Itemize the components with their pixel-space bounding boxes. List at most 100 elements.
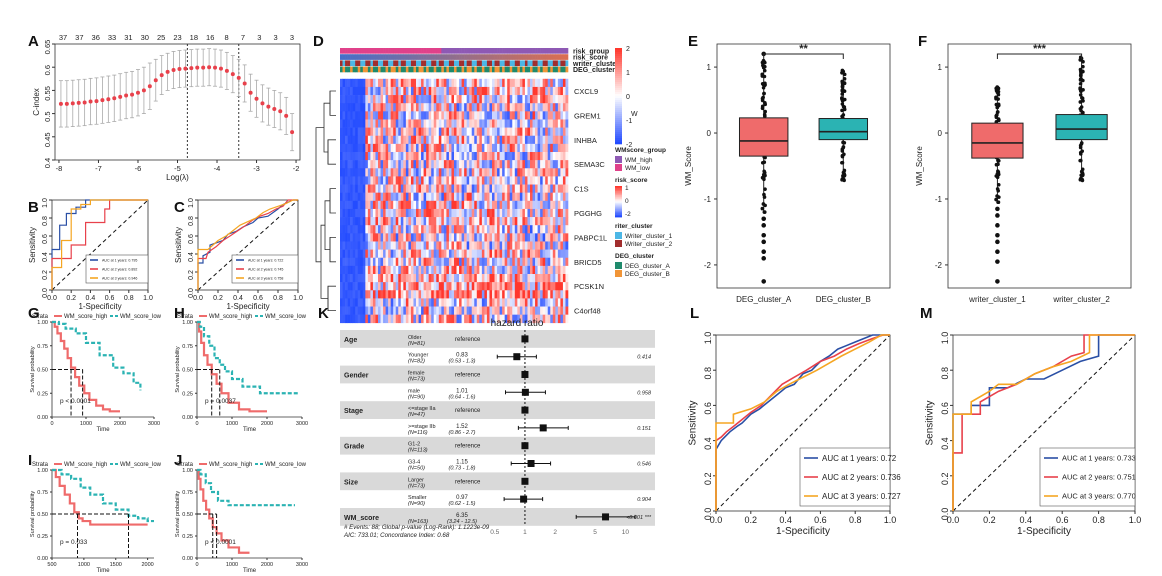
- gene-label: GREM1: [574, 111, 601, 120]
- heatmap-cell: [540, 290, 543, 299]
- heatmap-cell: [530, 225, 533, 234]
- heatmap-cell: [562, 168, 566, 177]
- heatmap-cell: [497, 135, 500, 145]
- heatmap-cell: [494, 78, 498, 88]
- n-label: (N=90): [408, 501, 425, 507]
- heatmap-cell: [479, 111, 483, 120]
- legend-swatch: [615, 232, 622, 239]
- heatmap-cell: [504, 233, 508, 242]
- annotation-cell: [519, 60, 523, 67]
- ci-label: (0.62 - 1.5): [449, 501, 476, 507]
- legend-title: Strata: [32, 462, 49, 468]
- heatmap-cell: [550, 184, 554, 193]
- heatmap-cell: [461, 86, 465, 96]
- heatmap-cell: [486, 86, 490, 96]
- heatmap-cell: [408, 152, 412, 161]
- heatmap-cell: [441, 208, 445, 218]
- heatmap-cell: [367, 217, 371, 226]
- heatmap-cell: [393, 208, 397, 218]
- heatmap-cell: [441, 282, 445, 291]
- heatmap-cell: [519, 233, 523, 242]
- heatmap-cell: [499, 265, 503, 275]
- heatmap-cell: [481, 217, 485, 226]
- heatmap-cell: [542, 111, 546, 120]
- heatmap-cell: [542, 306, 546, 315]
- heatmap-cell: [535, 306, 538, 315]
- heatmap-cell: [372, 119, 376, 128]
- heatmap-cell: [537, 184, 541, 193]
- heatmap-cell: [499, 143, 503, 153]
- heatmap-cell: [481, 119, 485, 128]
- heatmap-cell: [557, 208, 561, 218]
- heatmap-cell: [514, 152, 518, 161]
- heatmap-cell: [385, 282, 389, 291]
- heatmap-cell: [532, 217, 536, 226]
- heatmap-cell: [380, 282, 384, 291]
- heatmap-cell: [362, 184, 366, 193]
- heatmap-cell: [514, 233, 518, 242]
- diagonal-reference: [51, 199, 149, 291]
- heatmap-cell: [428, 274, 432, 283]
- heatmap-cell: [547, 152, 551, 161]
- heatmap-cell: [398, 78, 402, 88]
- heatmap-cell: [519, 314, 523, 324]
- heatmap-cell: [350, 135, 353, 145]
- heatmap-cell: [474, 233, 478, 242]
- heatmap-cell: [372, 282, 376, 291]
- heatmap-cell: [365, 274, 369, 283]
- heatmap-cell: [360, 290, 364, 299]
- heatmap-cell: [514, 290, 518, 299]
- heatmap-cell: [365, 160, 369, 169]
- heatmap-cell: [350, 233, 353, 242]
- heatmap-cell: [393, 249, 397, 259]
- box: [971, 122, 1024, 159]
- heatmap-cell: [509, 119, 513, 128]
- annotation-cell: [476, 60, 480, 67]
- heatmap-cell: [372, 95, 376, 104]
- heatmap-cell: [340, 314, 343, 324]
- heatmap-cell: [413, 119, 417, 128]
- heatmap-cell: [423, 86, 427, 96]
- heatmap-cell: [530, 168, 533, 177]
- heatmap-cell: [421, 225, 424, 234]
- annotation-cell: [464, 48, 467, 54]
- heatmap-cell: [532, 192, 536, 202]
- data-point: [1081, 110, 1085, 115]
- heatmap-cell: [469, 306, 473, 315]
- data-point: [1081, 64, 1085, 69]
- heatmap-cell: [494, 135, 498, 145]
- heatmap-cell: [512, 152, 516, 161]
- heatmap-cell: [388, 249, 391, 259]
- annotation-cell: [469, 54, 473, 60]
- x-tick-label: 1000: [78, 562, 90, 568]
- heatmap-cell: [542, 143, 546, 153]
- heatmap-cell: [423, 95, 427, 104]
- heatmap-cell: [436, 200, 440, 210]
- heatmap-cell: [504, 160, 508, 169]
- legend-label: DEG_cluster_A: [625, 263, 670, 270]
- annotation-cell: [484, 48, 488, 54]
- data-point: [272, 106, 277, 111]
- heatmap-cell: [388, 265, 391, 275]
- gene-label: C4orf48: [574, 307, 601, 316]
- heatmap-cell: [446, 241, 450, 250]
- heatmap-cell: [340, 241, 343, 250]
- heatmap-cell: [466, 290, 470, 299]
- legend-label: AUC at 2 years: 0.736: [822, 473, 901, 482]
- heatmap-cell: [454, 282, 457, 291]
- heatmap-cell: [565, 127, 569, 137]
- heatmap-cell: [555, 306, 559, 315]
- n-label: (N=73): [408, 377, 425, 383]
- dendrogram-branch: [329, 237, 336, 263]
- heatmap-cell: [408, 249, 412, 259]
- y-tick-label: 0.50: [37, 512, 48, 518]
- annotation-cell: [352, 66, 356, 73]
- heatmap-cell: [550, 208, 554, 218]
- legend-gradient: [615, 210, 622, 213]
- heatmap-cell: [517, 95, 521, 104]
- data-point: [995, 194, 999, 198]
- heatmap-cell: [481, 111, 485, 120]
- heatmap-cell: [562, 127, 566, 137]
- heatmap-cell: [451, 86, 455, 96]
- annotation-cell: [454, 48, 457, 54]
